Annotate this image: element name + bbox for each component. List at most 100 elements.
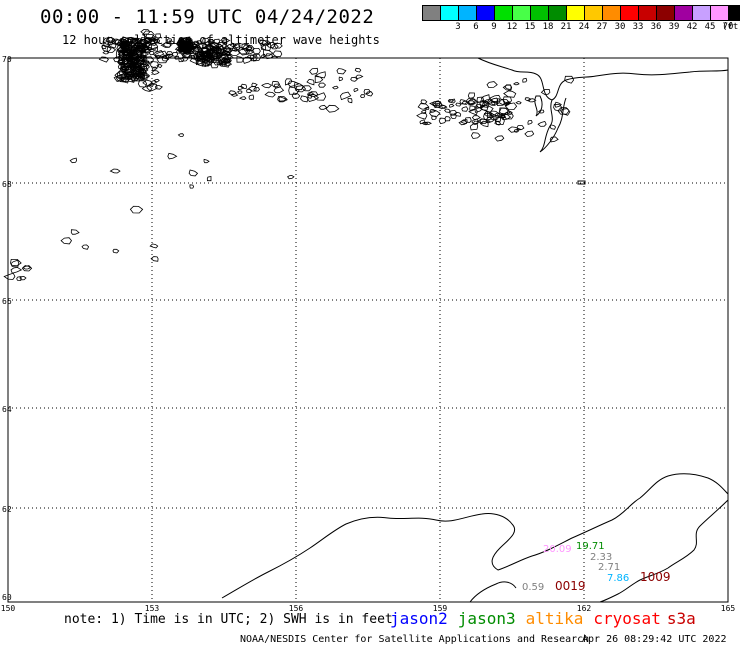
ice-contour	[60, 237, 72, 245]
ice-contour	[271, 80, 281, 88]
colorbar-tick-label: 36	[650, 22, 662, 32]
colorbar-tick-label: 42	[686, 22, 698, 32]
ice-contour	[220, 37, 231, 43]
ice-contour	[10, 266, 23, 274]
ice-contour	[125, 60, 134, 67]
ice-contour	[431, 102, 438, 107]
ice-contour	[193, 57, 202, 62]
ice-contour	[189, 184, 195, 189]
ice-contour	[461, 106, 469, 112]
ice-contour	[236, 90, 243, 95]
ice-contour	[502, 84, 513, 91]
ice-contour	[124, 66, 134, 74]
colorbar-swatch	[657, 6, 675, 20]
ice-contour	[459, 99, 469, 105]
ice-contour	[512, 82, 520, 86]
satellite-name-jason2: jason2	[390, 609, 448, 628]
ice-contour	[260, 44, 267, 51]
ice-contour	[154, 50, 168, 60]
ice-contour	[226, 54, 232, 59]
ice-contour	[246, 45, 255, 52]
colorbar-tick-label: 27	[596, 22, 608, 32]
generated-timestamp: Apr 26 08:29:42 UTC 2022	[582, 634, 727, 645]
longitude-label: 153	[145, 604, 160, 613]
swh-reading: 20.09	[543, 544, 572, 555]
ice-contour	[171, 51, 179, 57]
ice-contour	[208, 39, 216, 44]
ice-contour	[486, 111, 495, 119]
ice-contour	[212, 55, 219, 60]
ice-contour	[107, 41, 117, 49]
swh-reading: 1009	[640, 570, 671, 584]
ice-contour	[467, 92, 476, 99]
ice-contour	[110, 38, 123, 45]
ice-contour	[467, 100, 476, 106]
ice-contour	[140, 54, 148, 59]
ice-contour	[3, 272, 16, 280]
credit-line: NOAA/NESDIS Center for Satellite Applica…	[240, 634, 590, 645]
satellite-name-cryosat: cryosat	[593, 609, 661, 628]
ice-contour	[306, 92, 315, 96]
ice-contour	[127, 52, 135, 57]
ice-contour	[306, 78, 315, 86]
ice-contour	[318, 104, 328, 110]
ice-contour	[284, 78, 293, 86]
swh-reading: 7.86	[607, 573, 629, 584]
ice-contour	[206, 176, 212, 182]
ice-contour	[470, 132, 481, 139]
ice-contour	[204, 44, 215, 50]
ice-contour	[242, 44, 253, 52]
ice-contour	[350, 76, 358, 82]
ice-contour	[429, 100, 442, 107]
ice-contour	[156, 55, 169, 64]
ice-contour	[147, 43, 159, 50]
colorbar-swatch	[711, 6, 729, 20]
colorbar-tick-label: 39	[668, 22, 680, 32]
ice-contour	[183, 45, 192, 53]
ice-contour	[201, 58, 211, 64]
ice-contour	[480, 94, 490, 103]
ice-contour	[118, 69, 127, 76]
ice-contour	[212, 57, 223, 66]
ice-contour	[122, 58, 133, 68]
colorbar-tick-label: 15	[524, 22, 536, 32]
ice-contour	[197, 49, 207, 56]
ice-contour	[338, 76, 344, 82]
ice-contour	[428, 109, 441, 118]
ice-contour	[69, 157, 78, 164]
colorbar-tick-label: 3	[455, 22, 461, 32]
satellite-readings: 20.09 19.712.332.717.86 1009 0.59 0019	[522, 541, 671, 593]
ice-contour	[300, 95, 309, 103]
ice-contour	[181, 52, 191, 59]
ice-contour	[505, 101, 511, 106]
ice-contour	[467, 98, 478, 105]
colorbar-tick-label: 30	[614, 22, 626, 32]
ice-contour	[230, 93, 239, 97]
ice-contour	[150, 256, 159, 262]
ice-contour	[215, 52, 224, 58]
ice-contour	[176, 49, 182, 54]
ice-contour	[203, 158, 210, 164]
ice-contour	[270, 44, 279, 50]
ice-contour	[130, 47, 137, 53]
ice-contour	[136, 62, 150, 71]
ice-contour	[242, 56, 253, 64]
ice-contour	[132, 62, 138, 67]
ice-contour	[138, 65, 149, 74]
ice-contour	[142, 30, 155, 39]
ice-contour	[178, 57, 185, 63]
ice-contour	[527, 120, 533, 125]
ice-contour	[106, 46, 117, 53]
swh-reading: 2.33	[590, 552, 612, 563]
colorbar-tick-label: 70	[722, 22, 734, 32]
ice-contour	[21, 265, 33, 272]
ice-contour	[420, 109, 427, 114]
colorbar-swatch	[567, 6, 585, 20]
colorbar-tick-label: 45	[704, 22, 716, 32]
ice-contour	[10, 259, 20, 268]
satellite-name-jason3: jason3	[457, 609, 516, 628]
latitude-label: 60	[2, 593, 12, 602]
satellite-name-altika: altika	[525, 609, 584, 628]
